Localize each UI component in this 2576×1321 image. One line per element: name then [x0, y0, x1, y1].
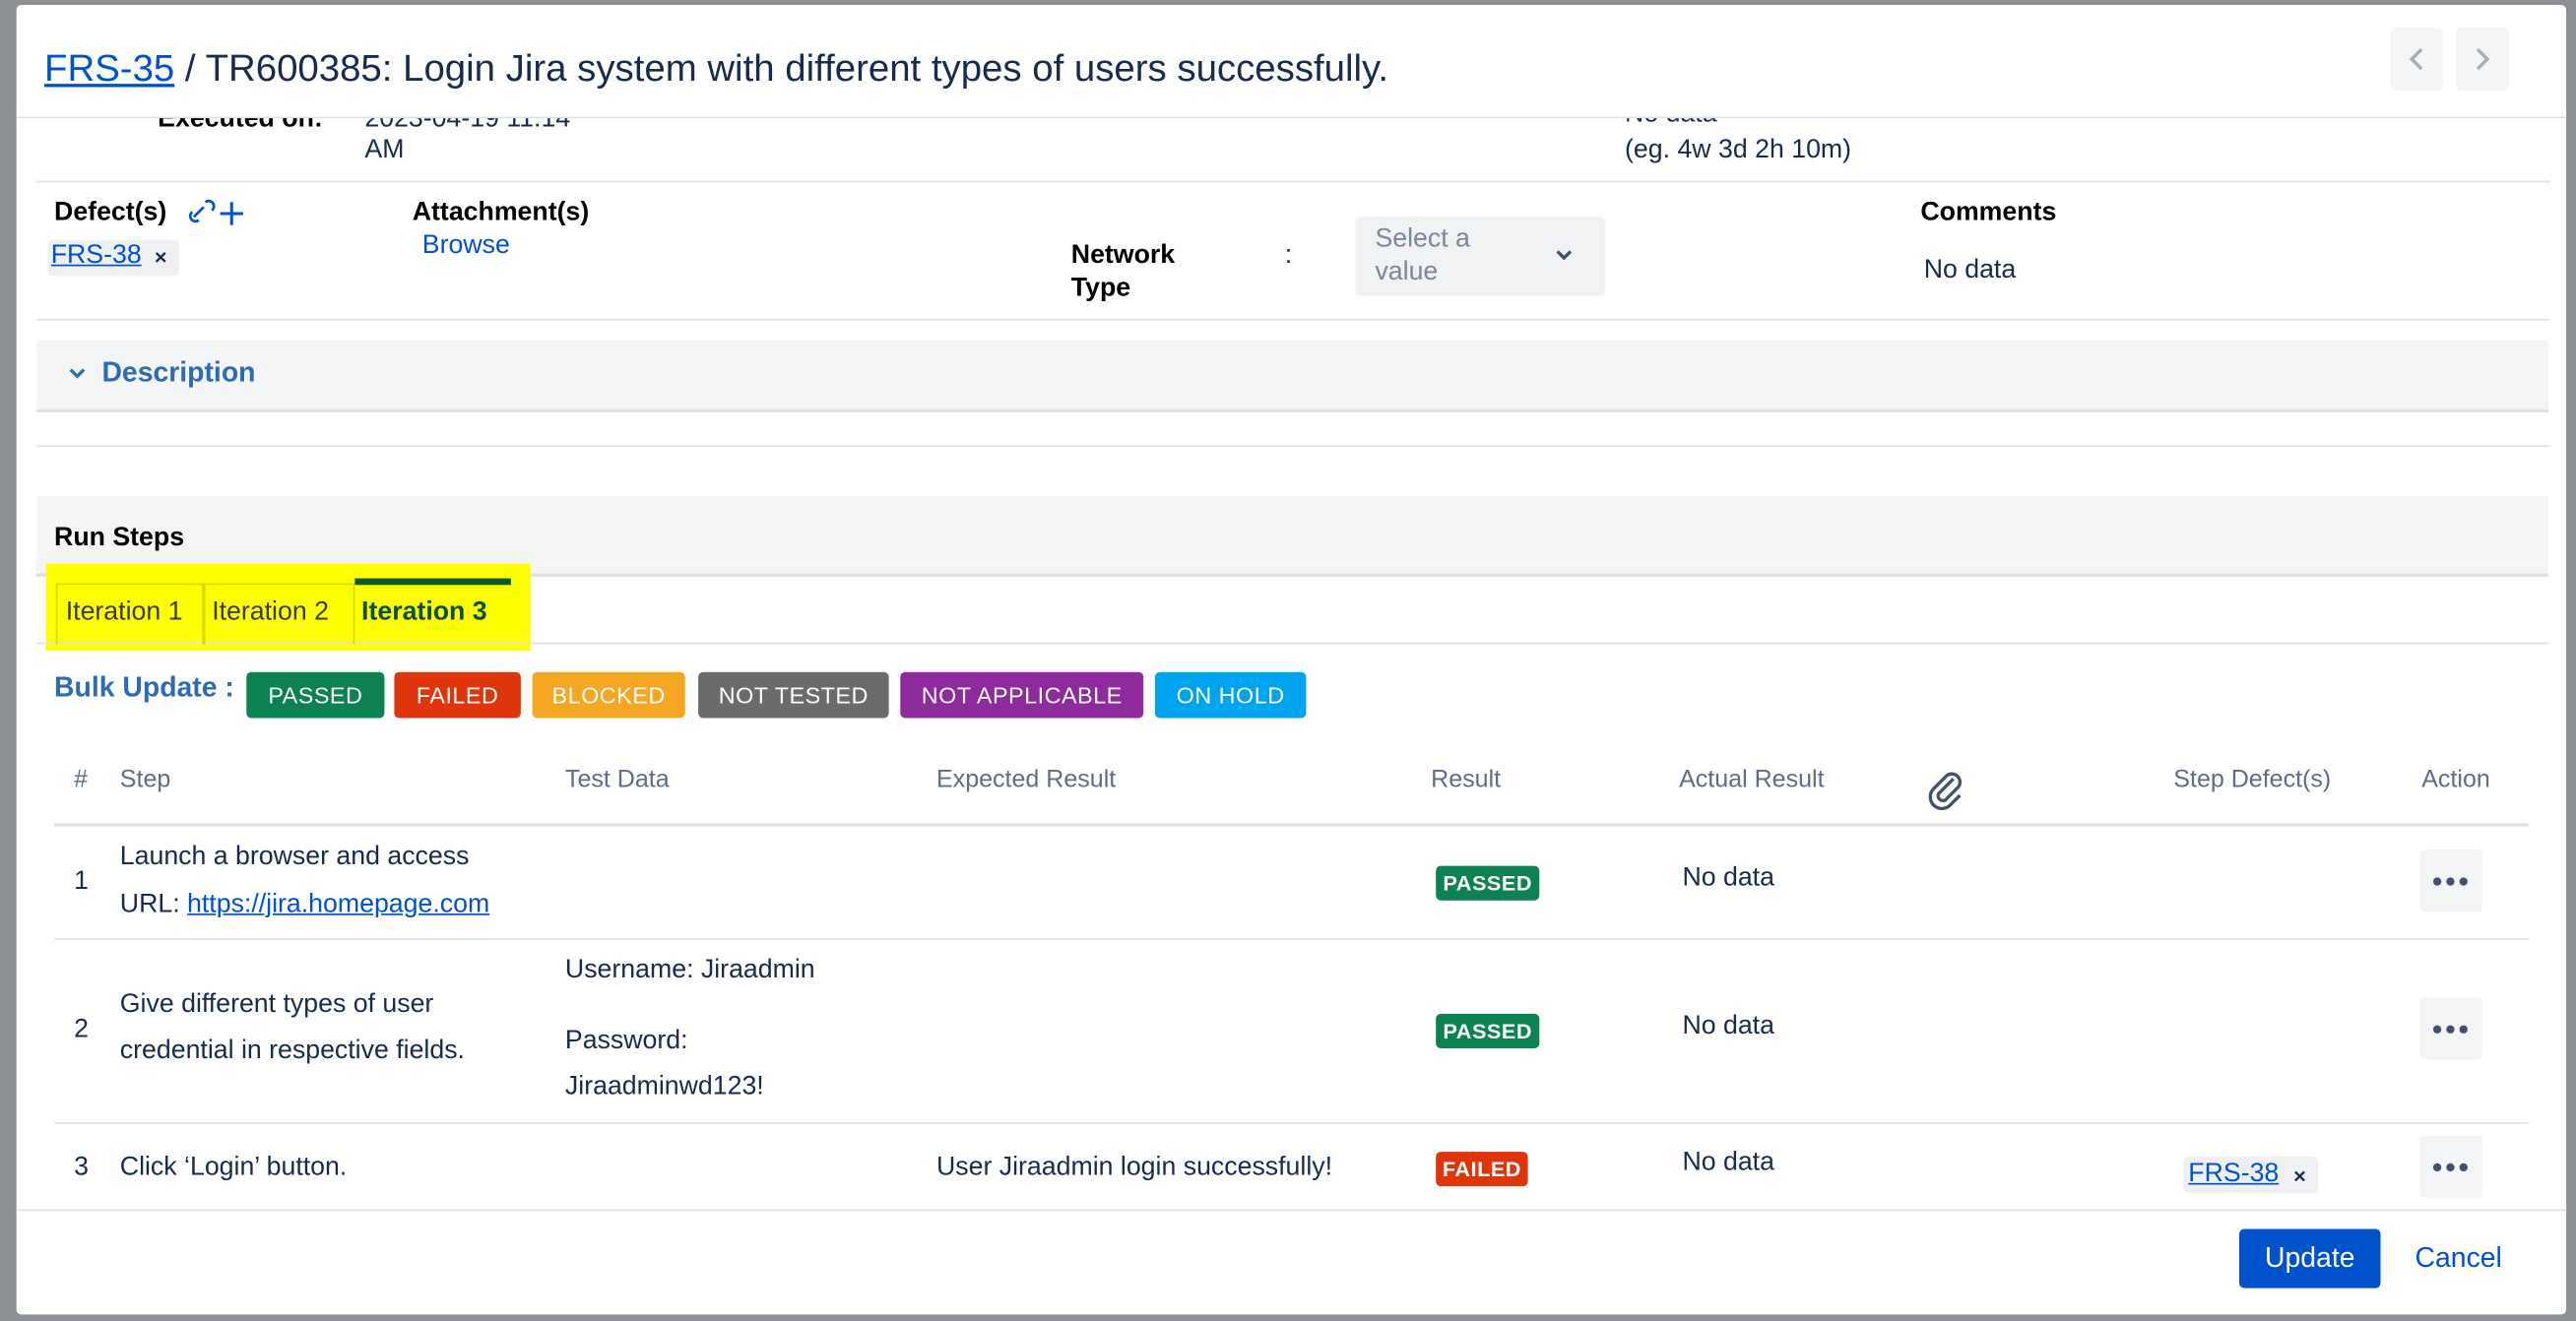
prev-icon	[2409, 47, 2423, 71]
defect-link[interactable]: FRS-38	[50, 241, 142, 270]
header-divider	[16, 116, 2567, 119]
scroll-area: Executed on: 2023-04-19 11:14 AM No data…	[17, 118, 2566, 1209]
estimate-hint: (eg. 4w 3d 2h 10m)	[1625, 136, 1852, 164]
step-text: URL:	[119, 890, 188, 919]
footer-divider	[16, 1209, 2567, 1212]
cancel-button[interactable]: Cancel	[2415, 1241, 2502, 1274]
modal-title: FRS-35 / TR600385: Login Jira system wit…	[44, 46, 1388, 89]
column-header: Step Defect(s)	[2173, 765, 2332, 794]
bulk-button[interactable]: NOT APPLICABLE	[900, 671, 1144, 719]
actual-result: No data	[1682, 863, 1774, 893]
row-number: 2	[74, 1015, 89, 1043]
network-select[interactable]: Select a value	[1355, 217, 1606, 296]
bulk-label: Bulk Update :	[54, 671, 234, 704]
tab-active[interactable]: Iteration 3	[354, 578, 511, 650]
attachment-icon	[1928, 772, 1963, 811]
defect-icons[interactable]	[187, 197, 253, 229]
action-button[interactable]	[2419, 1135, 2482, 1198]
test-data: Jiraadminwd123!	[564, 1072, 764, 1101]
divider	[35, 445, 2550, 448]
column-header: Expected Result	[935, 765, 1117, 794]
highlight	[45, 563, 531, 652]
step-link[interactable]: https://jira.homepage.com	[187, 890, 490, 919]
step-text: Click ‘Login’ button.	[119, 1153, 348, 1182]
description-bar[interactable]: Description	[35, 340, 2548, 412]
browse-link[interactable]: Browse	[421, 231, 510, 260]
comments-label: Comments	[1920, 198, 2057, 227]
select-placeholder: value	[1375, 258, 1439, 286]
step-text: credential in respective fields.	[119, 1037, 465, 1065]
bulk-button[interactable]: PASSED	[246, 671, 385, 719]
tab-label: Iteration 2	[212, 598, 329, 626]
tab-label: Iteration 1	[65, 598, 183, 626]
defect-link[interactable]: FRS-38	[2188, 1160, 2280, 1188]
chevron	[69, 368, 86, 379]
row-number: 3	[74, 1153, 89, 1182]
divider	[35, 180, 2550, 183]
attachments-label: Attachment(s)	[412, 198, 590, 227]
network-sep: :	[1284, 241, 1293, 270]
defects-label: Defect(s)	[54, 198, 167, 227]
column-header: Result	[1431, 765, 1502, 794]
row-number: 1	[74, 867, 89, 896]
column-header: Step	[119, 765, 171, 794]
update-button[interactable]: Update	[2239, 1228, 2381, 1289]
result-badge: PASSED	[1436, 865, 1540, 901]
remove-icon[interactable]: ×	[154, 244, 167, 270]
bulk-button[interactable]: FAILED	[394, 671, 521, 719]
tab[interactable]: Iteration 1	[55, 583, 204, 645]
row-divider	[54, 1122, 2529, 1124]
test-data: Password:	[564, 1027, 688, 1055]
row-divider	[54, 938, 2529, 940]
issue-link[interactable]: FRS-35	[44, 45, 175, 90]
table-divider	[54, 823, 2529, 827]
bulk-button[interactable]: NOT TESTED	[698, 671, 889, 719]
comments-value: No data	[1923, 256, 2017, 284]
executed-value: 2023-04-19 11:14	[364, 118, 571, 134]
bulk-button[interactable]: ON HOLD	[1154, 671, 1307, 719]
description-title: Description	[101, 356, 256, 388]
action-button[interactable]	[2419, 849, 2482, 912]
defect-chip	[47, 239, 179, 277]
select-placeholder: Select a	[1375, 224, 1470, 254]
column-header: Test Data	[564, 765, 670, 794]
step-text: URL: https://jira.homepage.com	[120, 889, 489, 921]
actual-result: No data	[1682, 1148, 1774, 1177]
tab-label: Iteration 3	[361, 598, 487, 626]
remove-icon[interactable]: ×	[2293, 1163, 2306, 1188]
expected-result: User Jiraadmin login successfully!	[935, 1153, 1333, 1182]
executed-label: Executed on:	[158, 118, 323, 134]
action-button[interactable]	[2419, 997, 2482, 1060]
prev-button[interactable]	[2390, 28, 2443, 91]
network-label: Type	[1070, 274, 1131, 303]
tab[interactable]: Iteration 2	[203, 583, 355, 645]
result-badge: FAILED	[1436, 1152, 1528, 1187]
network-label: Network	[1070, 241, 1176, 270]
bulk-button[interactable]: BLOCKED	[532, 671, 685, 719]
divider	[35, 318, 2550, 321]
title: TR600385: Login Jira system with differe…	[205, 45, 1389, 90]
estimate-value: No data	[1625, 118, 1717, 131]
step-text: Launch a browser and access	[119, 843, 470, 871]
content: Executed on: 2023-04-19 11:14 AM No data…	[17, 118, 2566, 1209]
column-header: #	[74, 765, 88, 794]
chevron	[1556, 250, 1573, 261]
result-badge: PASSED	[1436, 1013, 1540, 1048]
test-data: Username: Jiraadmin	[564, 956, 815, 984]
next-icon	[2476, 47, 2490, 71]
run-steps-title: Run Steps	[54, 524, 185, 552]
actual-result: No data	[1682, 1012, 1774, 1040]
next-button[interactable]	[2456, 28, 2509, 91]
modal: FRS-35 / TR600385: Login Jira system wit…	[16, 5, 2567, 1315]
step-text: Give different types of user	[119, 990, 434, 1019]
column-header: Actual Result	[1679, 765, 1825, 794]
column-header: Action	[2421, 765, 2490, 794]
run-steps-bar: Run Steps	[35, 496, 2548, 577]
separator: /	[184, 45, 196, 90]
executed-value: AM	[364, 136, 405, 164]
divider	[35, 642, 2550, 645]
defect-chip	[2183, 1157, 2319, 1193]
